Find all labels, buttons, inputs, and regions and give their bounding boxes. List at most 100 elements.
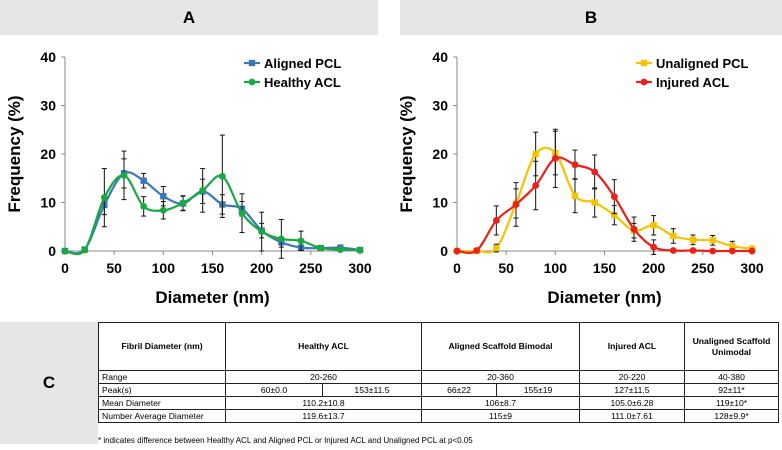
row-label: Number Average Diameter [98, 409, 226, 423]
panel-c-label: C [0, 322, 98, 444]
series-line [64, 174, 361, 256]
data-point [120, 171, 128, 179]
data-point [748, 247, 756, 255]
data-point [159, 206, 167, 214]
data-point [591, 168, 599, 176]
data-point [709, 247, 717, 255]
x-axis-title: Diameter (nm) [547, 288, 661, 307]
table-header: Unaligned Scaffold Unimodal [684, 322, 779, 371]
y-tick-label: 40 [40, 49, 56, 65]
legend-marker [640, 78, 648, 86]
table-row: Range 20-260 20-360 20-220 40-380 [98, 370, 779, 384]
table-cell: 60±0.0 [225, 383, 323, 397]
y-tick-label: 30 [432, 98, 448, 114]
fibril-diameter-table: Fibril Diameter (nm) Healthy ACL Aligned… [98, 322, 779, 423]
data-point [650, 243, 658, 251]
series-line [64, 171, 361, 255]
legend-label: Healthy ACL [264, 75, 341, 90]
data-point [277, 235, 285, 243]
data-point [709, 237, 716, 244]
y-axis-title: Frequency (%) [397, 95, 416, 212]
x-tick-label: 200 [250, 260, 274, 276]
table-cell: 155±19 [496, 383, 580, 397]
data-point [571, 161, 579, 169]
data-point [297, 237, 305, 245]
x-tick-label: 50 [106, 260, 122, 276]
table-footnote: * indicates difference between Healthy A… [98, 436, 473, 445]
data-point [610, 193, 618, 201]
data-point [571, 192, 579, 199]
y-tick-label: 20 [432, 146, 448, 162]
data-point [512, 201, 520, 208]
data-point [473, 247, 481, 254]
panel-a-letter: A [182, 7, 196, 27]
row-label: Peak(s) [98, 383, 226, 397]
x-tick-label: 100 [544, 260, 568, 276]
data-point [61, 247, 69, 255]
legend-label: Injured ACL [656, 75, 729, 90]
series-healthy-acl [61, 134, 364, 259]
series-line [456, 156, 752, 254]
x-tick-label: 300 [740, 260, 764, 276]
table-cell: 40-380 [684, 370, 779, 384]
chart-b: 0 10 20 30 40 0 50 100 150 200 250 300 Diameter (nm)… [397, 49, 764, 307]
table-cell: 20-360 [421, 370, 580, 384]
y-tick-label: 0 [48, 243, 56, 259]
series-line [456, 146, 753, 254]
table-cell: 105.0±6.28 [579, 396, 685, 410]
data-point [532, 182, 540, 189]
data-point [179, 199, 187, 207]
y-tick-label: 20 [40, 146, 56, 162]
data-point [336, 246, 344, 253]
panel-b-letter: B [584, 7, 598, 27]
data-point [140, 202, 148, 210]
table-cell: 110.2±10.8 [225, 396, 422, 410]
x-tick-label: 300 [348, 260, 372, 276]
panel-b-label: B [400, 0, 782, 35]
legend-marker [248, 78, 256, 86]
table-header: Fibril Diameter (nm) [98, 322, 226, 371]
table-cell: 153±11.5 [322, 383, 422, 397]
data-point [356, 246, 364, 254]
table-cell: 20-220 [579, 370, 685, 384]
x-tick-label: 0 [61, 260, 69, 276]
table-cell: 115±9 [421, 409, 580, 423]
data-point [317, 244, 325, 252]
table-cell: 128±9.9* [684, 409, 779, 423]
series-aligned-pcl [61, 158, 364, 255]
x-tick-label: 50 [498, 260, 514, 276]
table-header: Aligned Scaffold Bimodal [421, 322, 580, 371]
data-point [492, 217, 500, 224]
data-point [630, 225, 638, 233]
table-cell: 119±10* [684, 396, 779, 410]
data-point [81, 246, 89, 254]
x-axis-title: Diameter (nm) [155, 288, 269, 307]
table-cell: 20-260 [225, 370, 422, 384]
data-point [258, 228, 266, 236]
table-row: Number Average Diameter 119.6±13.7 115±9… [98, 409, 779, 423]
data-point [650, 222, 657, 229]
y-tick-label: 30 [40, 98, 56, 114]
x-tick-label: 100 [152, 260, 176, 276]
data-point [728, 247, 736, 255]
data-point [729, 242, 736, 250]
data-point [238, 209, 246, 217]
data-point [160, 192, 167, 200]
y-tick-label: 0 [440, 243, 448, 259]
table-header-row: Fibril Diameter (nm) Healthy ACL Aligned… [98, 322, 779, 371]
x-tick-label: 250 [691, 260, 715, 276]
table-header: Healthy ACL [225, 322, 422, 371]
data-point [669, 247, 677, 254]
table-cell: 127±11.5 [579, 383, 685, 397]
legend-marker [248, 59, 256, 67]
data-point [493, 244, 500, 252]
panel-c-letter: C [42, 373, 56, 392]
table-row: Mean Diameter 110.2±10.8 106±8.7 105.0±6… [98, 396, 779, 410]
panel-a-label: A [0, 0, 378, 35]
data-point [218, 172, 226, 180]
x-tick-label: 250 [299, 260, 323, 276]
data-point [670, 232, 677, 240]
table-cell: 119.6±13.7 [225, 409, 422, 423]
row-label: Range [98, 370, 226, 384]
table-header: Injured ACL [579, 322, 685, 371]
